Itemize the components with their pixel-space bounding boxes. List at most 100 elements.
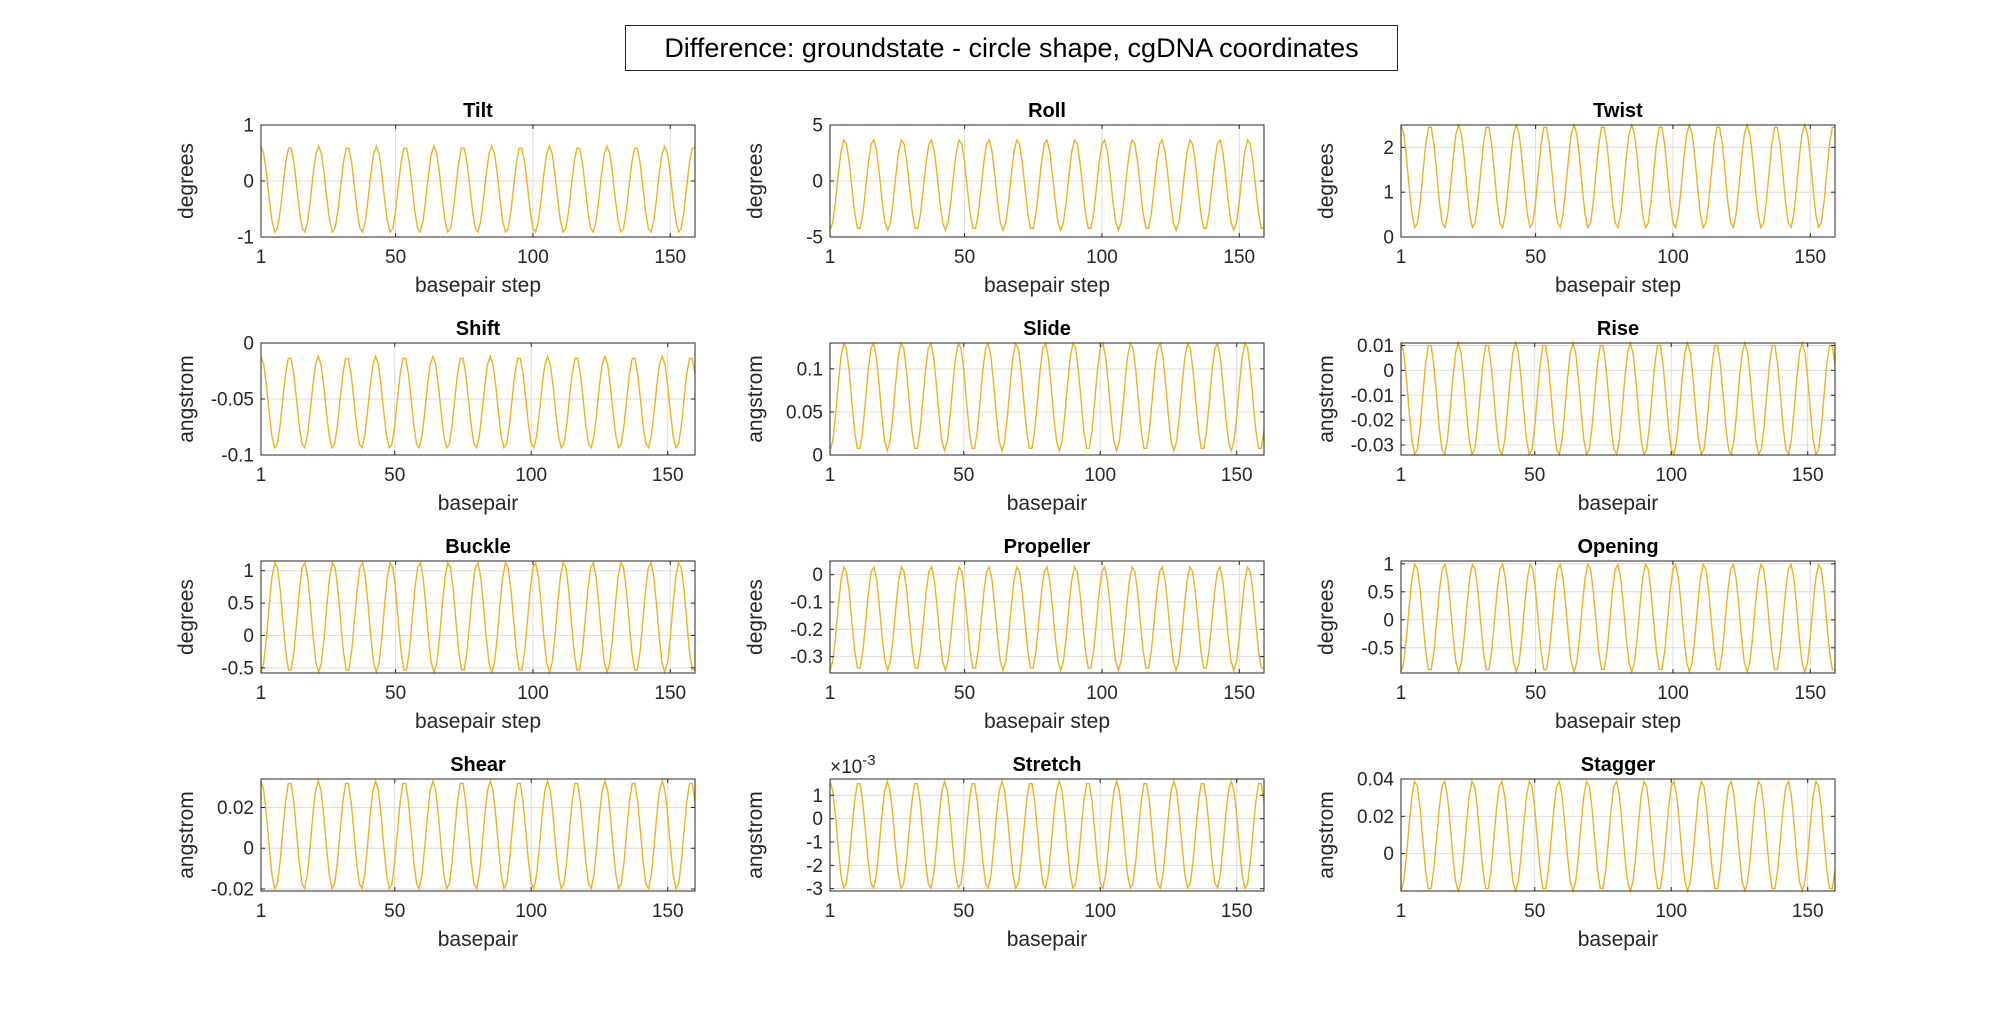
x-tick-label: 50 [1525,683,1546,704]
x-tick-label: 1 [825,683,836,704]
subplot-stretch: 1 50 100 150-3-2-101Stretchbasepairangstrom… [744,752,1265,951]
x-tick-label: 50 [1524,901,1545,922]
y-tick-label: 2 [1383,138,1394,159]
x-tick-label: 50 [953,465,974,486]
x-axis-label: basepair [438,492,519,515]
x-tick-label: 150 [652,465,684,486]
axes-box [1400,124,1836,238]
x-tick-label: 100 [517,683,549,704]
subplot-title: Shift [456,318,501,340]
x-tick-label: 150 [1794,683,1826,704]
x-tick-label: 150 [1792,901,1824,922]
y-tick-label: 0 [243,839,254,860]
y-tick-label: 0 [812,172,823,193]
y-tick-label: 1 [1383,183,1394,204]
subplot-stagger: 1 50 100 15000.020.04Staggerbasepairangstro… [1315,754,1836,951]
y-tick-label: 0.5 [228,594,254,615]
y-tick-label: 0 [812,809,823,830]
y-tick-label: -0.3 [790,647,823,668]
y-tick-label: 0 [1383,610,1394,631]
x-tick-label: 50 [385,247,406,268]
x-tick-label: 150 [652,901,684,922]
subplot-title: Tilt [463,100,493,122]
x-tick-label: 1 [1396,247,1407,268]
x-axis-label: basepair [1007,492,1088,515]
y-axis-label: angstrom [175,791,198,879]
y-tick-label: -0.05 [211,390,254,411]
y-tick-label: 0.05 [786,402,823,423]
series-line-buckle [260,560,695,675]
series-line-roll [829,138,1264,233]
axes-box [260,560,696,674]
y-tick-label: 0 [812,565,823,586]
x-tick-label: 1 [825,465,836,486]
y-tick-label: -0.02 [211,879,254,900]
y-tick-label: 1 [243,116,254,137]
x-tick-label: 150 [1223,247,1255,268]
y-tick-label: -0.5 [1361,638,1394,659]
y-axis-label: angstrom [744,355,767,443]
axes-box [829,342,1265,456]
figure-title-text: Difference: groundstate - circle shape, … [664,32,1359,63]
x-tick-label: 150 [1221,901,1253,922]
plot-area [830,561,1264,673]
y-tick-label: -1 [806,833,823,854]
x-axis-label: basepair step [1555,274,1681,297]
subplot-rise: 1 50 100 150-0.03-0.02-0.0100.01Risebasepai… [1315,318,1836,515]
x-tick-label: 50 [954,683,975,704]
y-tick-label: 1 [1383,554,1394,575]
x-axis-label: basepair [438,928,519,951]
subplot-title: Twist [1593,100,1643,122]
y-tick-label: 0.1 [797,359,823,380]
x-tick-label: 100 [515,901,547,922]
x-tick-label: 1 [256,683,267,704]
y-axis-label: angstrom [744,791,767,879]
x-tick-label: 1 [1396,683,1407,704]
subplot-title: Propeller [1004,536,1091,558]
x-tick-label: 50 [953,901,974,922]
y-tick-label: 0.02 [217,798,254,819]
x-axis-label: basepair step [1555,710,1681,733]
y-axis-label: degrees [744,579,767,655]
y-tick-label: 5 [812,116,823,137]
x-tick-label: 100 [1655,901,1687,922]
y-tick-label: 0 [243,626,254,647]
x-axis-label: basepair [1578,492,1659,515]
series-line-rise [1400,340,1836,457]
y-tick-label: -0.02 [1351,411,1394,432]
x-tick-label: 1 [1396,901,1407,922]
y-tick-label: 0.02 [1357,807,1394,828]
series-line-propeller [829,565,1264,673]
y-tick-label: 0 [1383,844,1394,865]
y-tick-label: 0.5 [1368,582,1394,603]
x-tick-label: 1 [825,247,836,268]
subplot-title: Slide [1023,318,1071,340]
x-tick-label: 150 [1223,683,1255,704]
axes-box [1400,778,1836,892]
plot-area [261,561,695,673]
series-line-twist [1400,122,1835,230]
x-tick-label: 50 [385,683,406,704]
plot-area [830,343,1264,455]
x-tick-label: 100 [1657,247,1689,268]
y-axis-label: angstrom [1315,355,1338,443]
subplot-title: Roll [1028,100,1066,122]
x-axis-label: basepair step [984,710,1110,733]
y-tick-label: -3 [806,879,823,900]
y-tick-label: 0 [243,334,254,355]
y-axis-label: degrees [744,143,767,219]
subplot-title: Stretch [1013,754,1082,776]
x-axis-label: basepair [1007,928,1088,951]
x-axis-label: basepair step [984,274,1110,297]
x-axis-label: basepair step [415,710,541,733]
y-tick-label: 1 [243,561,254,582]
axes-box [829,778,1265,892]
series-line-stretch [829,778,1265,891]
y-axis-label: degrees [1315,143,1338,219]
